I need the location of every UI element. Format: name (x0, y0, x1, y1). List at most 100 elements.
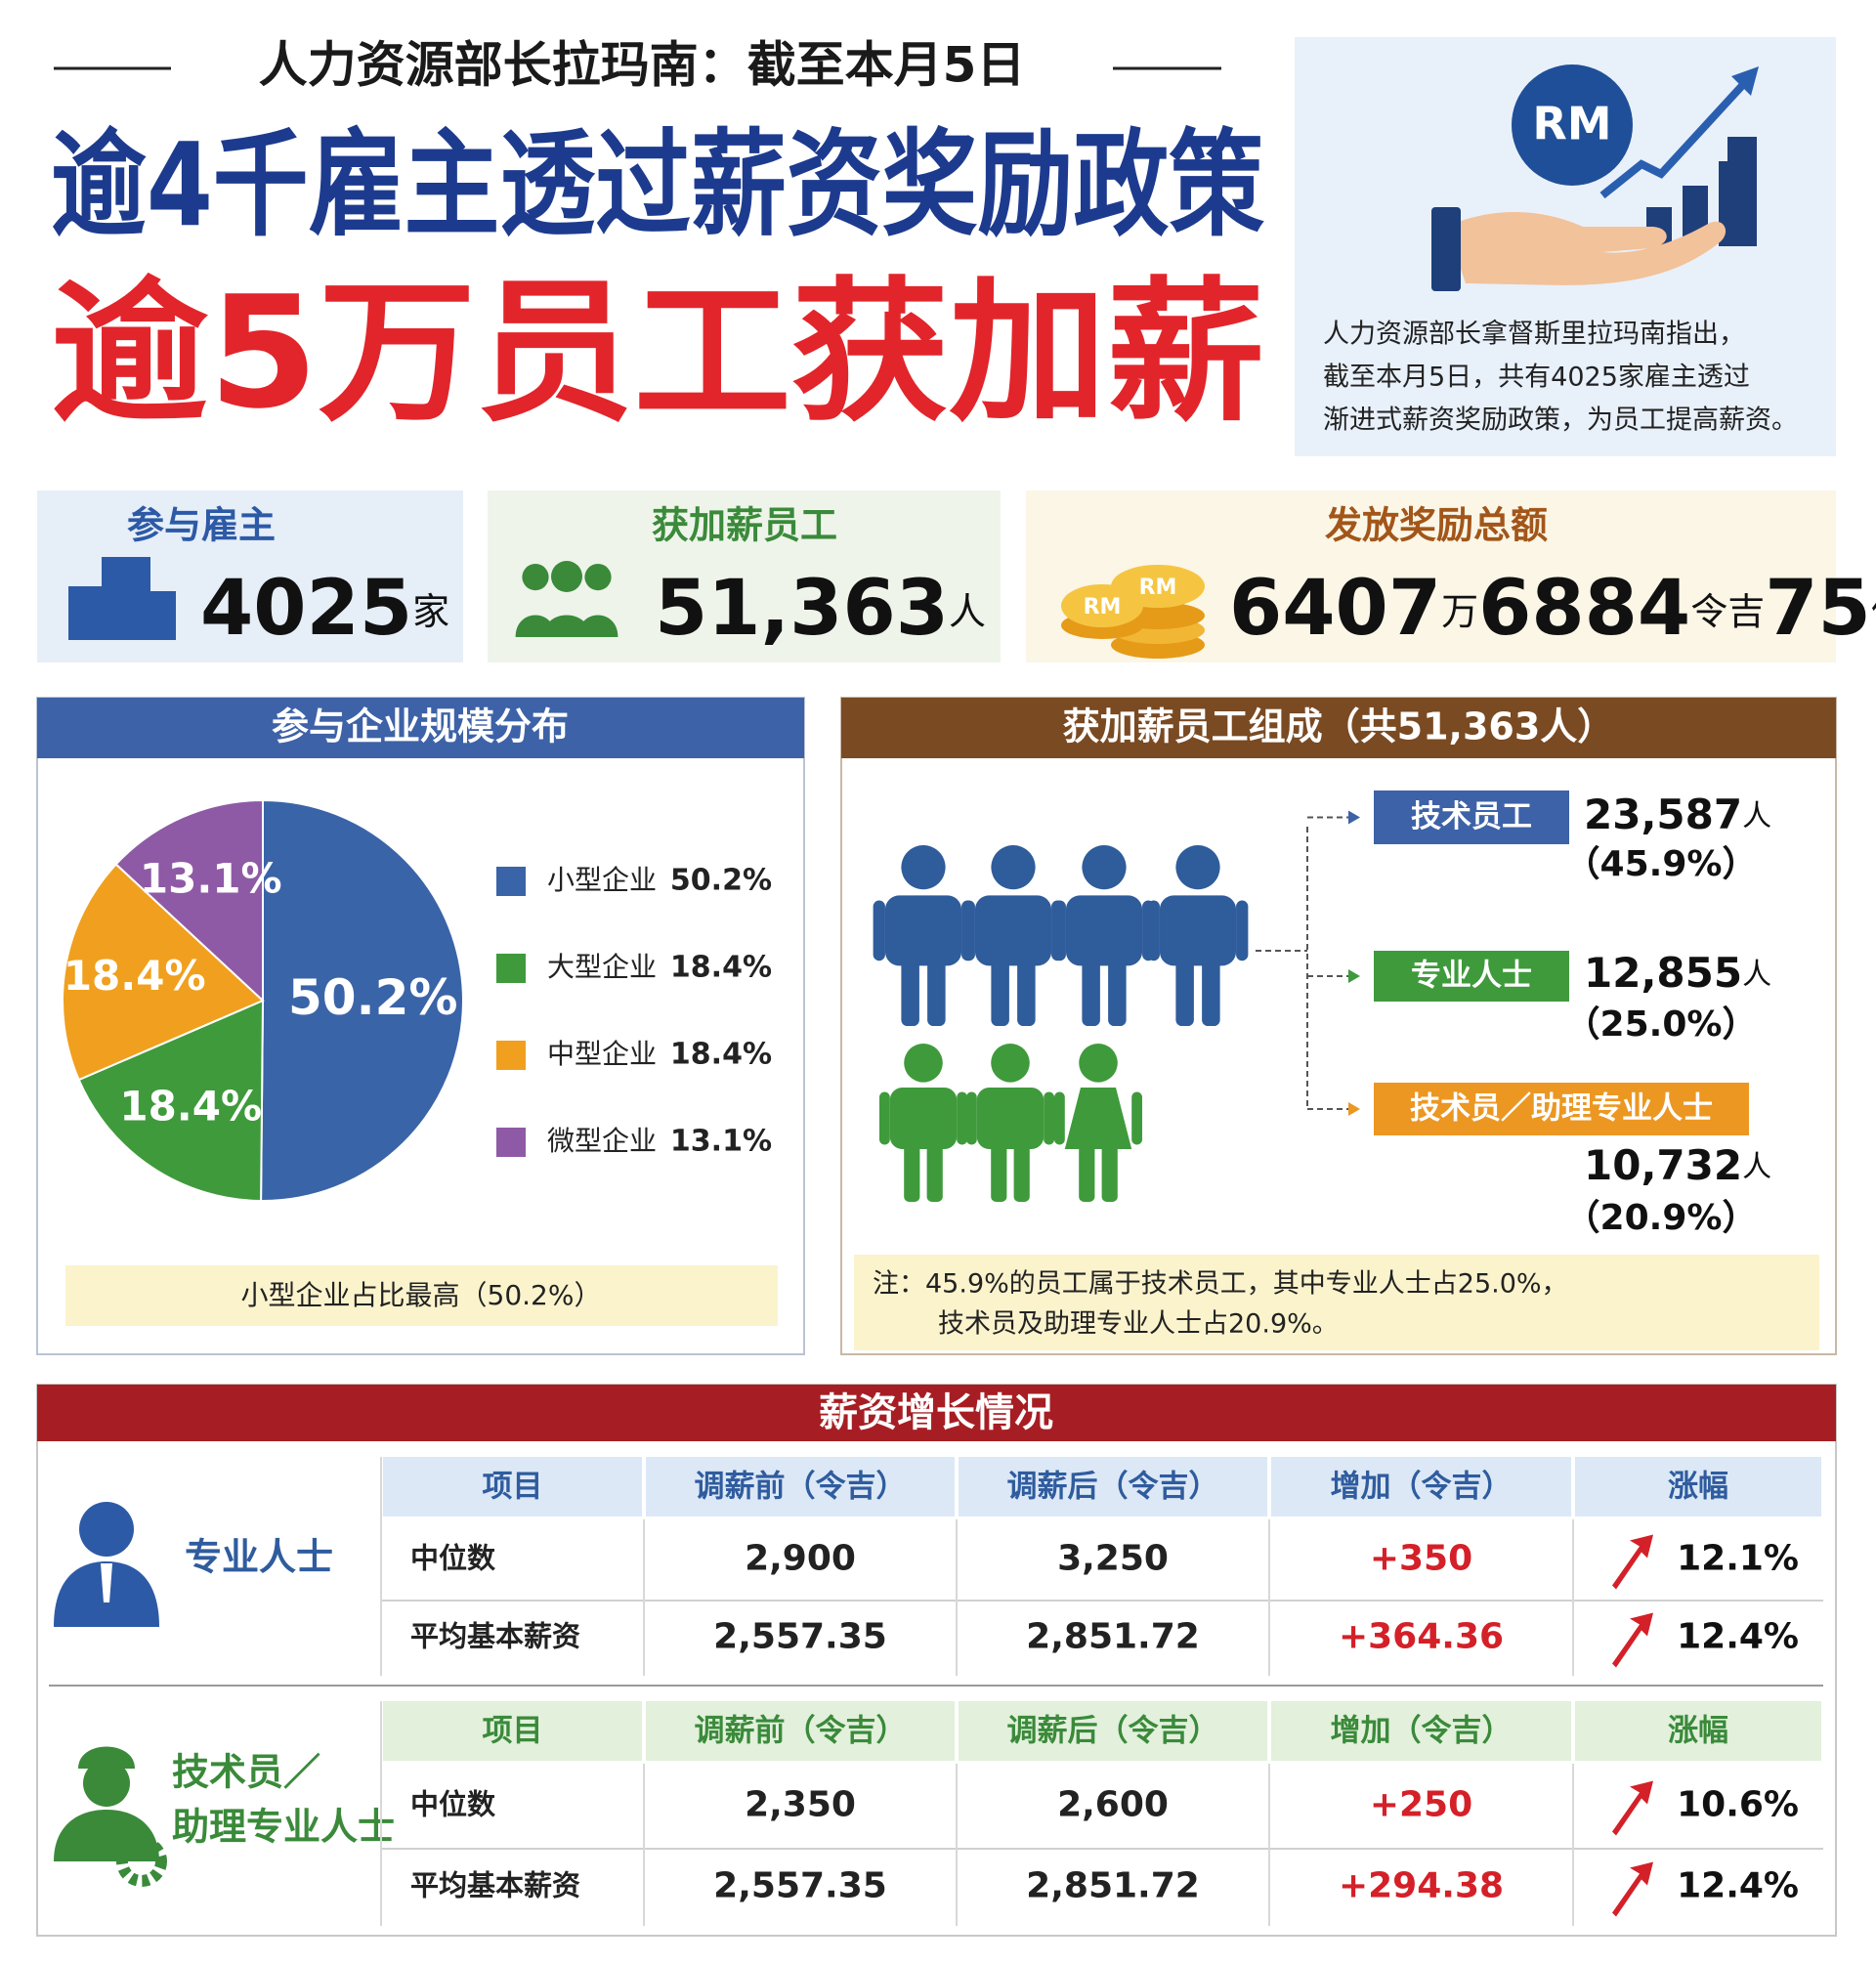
growth-arrow (1612, 1612, 1653, 1668)
person-leg (1101, 1140, 1118, 1202)
pie-panel-header (37, 698, 804, 758)
title-line-1: 逾4千雇主透过薪资奖励政策 (51, 117, 1264, 252)
salary-title: 薪资增长情况 (819, 1390, 1053, 1435)
person-leg (1017, 956, 1036, 1026)
legend-value: 50.2% (670, 864, 772, 898)
pie-slice (114, 798, 264, 1004)
group-count: 23,587人 (1584, 790, 1771, 838)
stat-unit: 令吉 (1690, 590, 1765, 633)
header-cell (646, 1701, 955, 1761)
person-leg (1202, 956, 1220, 1026)
pie-slice (260, 798, 465, 1202)
legend-label: 小型企业 (547, 864, 657, 896)
legend-swatch (496, 867, 526, 896)
header-text: 项目 (483, 1714, 543, 1749)
header-cell (383, 1457, 642, 1516)
group-name: 技术员工 (1411, 799, 1532, 834)
table-value: 3,250 (1057, 1539, 1169, 1579)
person-arm (957, 1091, 967, 1145)
building (147, 591, 176, 640)
person-body (1064, 1088, 1132, 1149)
legend-swatch (496, 1128, 526, 1157)
stat-unit: 万 (1441, 590, 1478, 633)
coin-label: RM (1084, 595, 1122, 619)
group-share: （45.9%） (1565, 844, 1758, 884)
person-leg (1013, 1140, 1030, 1202)
person-body (1065, 895, 1143, 966)
stat-number: 51,363 (655, 565, 949, 653)
pie-title: 参与企业规模分布 (272, 705, 569, 748)
group-share: （20.9%） (1565, 1198, 1758, 1238)
stat-number: 6407 (1229, 565, 1441, 653)
row-label: 平均基本薪资 (410, 1620, 580, 1653)
table-value: +250 (1370, 1785, 1472, 1825)
person-head (584, 564, 612, 591)
person-arm (1147, 900, 1160, 961)
row-label: 中位数 (410, 1542, 496, 1575)
composition-note: 技术员及助理专业人士占20.9%。 (938, 1309, 1339, 1340)
growth-rate: 12.4% (1677, 1866, 1799, 1906)
composition-diagram: 技术员工 23,587人（45.9%）专业人士 12,855人（25.0%）技术员／… (873, 790, 1771, 1238)
growth-rate: 10.6% (1677, 1785, 1799, 1825)
person-arm (966, 1091, 977, 1145)
summary-line: 人力资源部长拿督斯里拉玛南指出， (1323, 320, 1745, 350)
person-head (522, 564, 549, 591)
pie-note: 小型企业占比最高（50.2%） (241, 1279, 602, 1311)
person-leg (1082, 956, 1100, 1026)
icon-cuff (1431, 207, 1461, 291)
count-unit: 人 (1742, 799, 1771, 833)
person-leg (991, 956, 1009, 1026)
person-body (884, 895, 962, 966)
stat-label: 参与雇主 (127, 504, 276, 547)
legend-label: 微型企业 (547, 1125, 657, 1157)
group-label: 专业人士 (185, 1536, 333, 1579)
header-cell (646, 1457, 955, 1516)
stat-number: 6884 (1478, 565, 1690, 653)
pie-slice (62, 863, 265, 1082)
table-value: 2,851.72 (1026, 1617, 1200, 1657)
header-text: 增加（令吉） (1331, 1470, 1513, 1505)
summary-line: 截至本月5日，共有4025家雇主透过 (1323, 363, 1750, 393)
pie-note-box (65, 1265, 778, 1326)
header-text: 涨幅 (1668, 1714, 1728, 1749)
pie-slice (77, 999, 265, 1202)
legend-label: 大型企业 (547, 951, 657, 983)
person-leg (991, 1140, 1007, 1202)
stat-label: 获加薪员工 (652, 504, 837, 547)
people-icon (515, 561, 618, 637)
header-text: 增加（令吉） (1331, 1714, 1513, 1749)
header-text: 涨幅 (1668, 1470, 1728, 1505)
person-leg (927, 956, 946, 1026)
icon-gear (116, 1836, 167, 1887)
person-leg (1108, 956, 1127, 1026)
header-text: 调薪前（令吉） (695, 1470, 907, 1505)
pie-label: 18.4% (64, 952, 206, 1000)
stat-unit: 仙 (1871, 590, 1876, 633)
person-leg (1079, 1140, 1095, 1202)
growth-icon: RM (1431, 64, 1759, 291)
header-cell (1271, 1457, 1571, 1516)
person-head (551, 561, 582, 592)
person-head (991, 845, 1036, 890)
person-head (1175, 845, 1220, 890)
pie-label: 18.4% (119, 1082, 262, 1130)
professional-icon (54, 1502, 159, 1627)
person-leg (904, 1140, 920, 1202)
stat-value: 6407万6884令吉75仙 (1229, 565, 1876, 653)
person-body (976, 1088, 1045, 1149)
summary-line: 渐进式薪资奖励政策，为员工提高薪资。 (1323, 406, 1798, 436)
building (102, 557, 150, 640)
growth-arrow (1612, 1534, 1653, 1590)
title-line-2: 逾5万员工获加薪 (51, 263, 1264, 443)
icon-coin (1512, 64, 1633, 186)
header-cell (1271, 1701, 1571, 1761)
composition-panel (840, 697, 1837, 1355)
header-cell (1575, 1701, 1821, 1761)
person-arm (873, 900, 885, 961)
group-label: 技术员／ (172, 1751, 320, 1794)
coin-label: RM (1139, 576, 1177, 600)
person-leg (1175, 956, 1194, 1026)
